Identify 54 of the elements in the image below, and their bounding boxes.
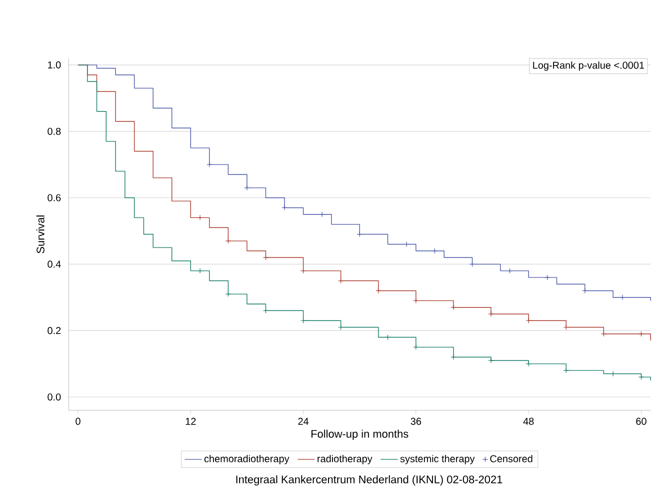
legend-label: Censored — [490, 454, 532, 462]
x-axis-title: Follow-up in months — [311, 430, 408, 440]
point — [413, 344, 419, 350]
point — [582, 288, 588, 294]
y-tick-label: 0.2 — [48, 327, 61, 334]
point — [244, 185, 250, 191]
point — [450, 354, 456, 360]
point — [413, 298, 419, 304]
point — [526, 318, 532, 324]
point — [206, 162, 212, 168]
x-tick-label: 0 — [76, 418, 80, 425]
x-tick-label: 48 — [523, 418, 534, 425]
point — [319, 212, 325, 218]
point — [356, 231, 362, 238]
legend-label: radiotherapy — [318, 454, 372, 464]
x-tick-label: 60 — [636, 418, 646, 425]
legend-label: chemoradiotherapy — [204, 454, 290, 464]
x-tick-label: 12 — [186, 418, 196, 425]
point — [197, 268, 203, 274]
point — [563, 368, 569, 374]
annotation: Log-Rank p-value <.0001 — [533, 61, 644, 71]
x-tick-label: 36 — [410, 418, 422, 425]
point — [450, 304, 456, 310]
point — [300, 268, 306, 274]
point — [488, 358, 494, 364]
point — [638, 374, 644, 380]
point — [488, 311, 494, 317]
point — [432, 248, 438, 254]
point — [262, 308, 269, 314]
y-tick-label: 0.4 — [48, 260, 61, 268]
legend-label: systemic therapy — [400, 454, 475, 464]
point — [282, 204, 288, 211]
point — [376, 288, 382, 294]
text: Integraal Kankercentrum Nederland (IKNL) 02-08-2021 — [236, 475, 502, 486]
point — [225, 238, 231, 244]
x-tick-label: 24 — [298, 418, 309, 425]
point — [197, 214, 203, 220]
point — [620, 294, 626, 300]
point — [384, 334, 391, 340]
point — [526, 361, 532, 367]
point — [507, 268, 513, 274]
y-tick-label: 0.0 — [48, 393, 61, 401]
y-axis-title: Survival — [36, 216, 44, 254]
y-tick-label: 0.6 — [48, 194, 61, 202]
point — [300, 318, 306, 324]
point — [338, 278, 344, 284]
point — [600, 331, 606, 337]
point — [225, 291, 231, 297]
point — [469, 261, 476, 267]
point — [638, 331, 644, 337]
y-tick-label: 1.0 — [48, 61, 61, 68]
point — [544, 274, 550, 280]
y-tick-label: 0.8 — [48, 128, 61, 135]
point — [262, 254, 269, 260]
